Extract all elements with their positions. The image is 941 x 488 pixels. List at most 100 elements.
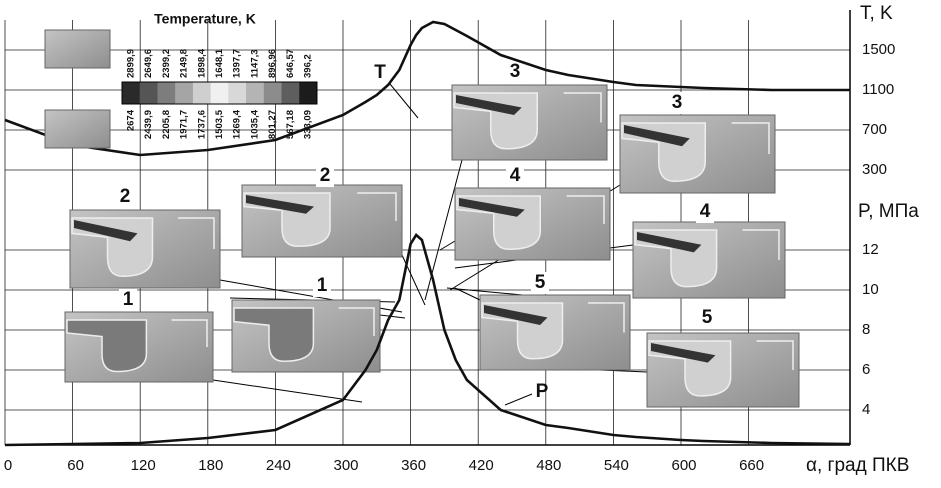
colorbar-label: 1269,4 <box>232 109 243 139</box>
colorbar-swatch <box>175 82 194 104</box>
x-tick-label: 0 <box>4 457 12 474</box>
colorbar-label: 2649,6 <box>143 49 154 78</box>
x-tick-label: 60 <box>67 457 84 474</box>
leader-line <box>401 254 426 306</box>
colorbar-label: 1737,6 <box>196 110 207 139</box>
x-tick-label: 300 <box>333 457 358 474</box>
colorbar-label: 646,57 <box>285 49 296 78</box>
leader-line <box>454 287 481 301</box>
x-tick-label: 480 <box>536 457 561 474</box>
line-series <box>4 20 850 157</box>
inset-label: 4 <box>700 201 711 222</box>
y-tick-label: 700 <box>862 121 887 138</box>
inset-spray <box>246 195 314 214</box>
y2-tick-label: 6 <box>862 361 870 378</box>
colorbar-label: 396,2 <box>303 54 314 78</box>
x-tick-label: 600 <box>671 457 696 474</box>
y-tick-label: 300 <box>862 161 887 178</box>
y-tick-label: 1500 <box>862 41 895 58</box>
inset-label-bg <box>119 289 137 311</box>
inset-label: 5 <box>535 272 546 293</box>
y2-tick-label: 8 <box>862 321 870 338</box>
y2-axis-label: P, МПа <box>858 201 919 222</box>
colorbar-swatch <box>210 82 229 104</box>
colorbar-swatch <box>139 82 158 104</box>
inset-wall <box>731 122 770 154</box>
inset-wall <box>338 307 375 336</box>
x-tick-label: 540 <box>604 457 629 474</box>
colorbar-label: 1971,7 <box>179 110 190 139</box>
inset-spray <box>456 95 522 115</box>
inset-label: 3 <box>510 61 521 82</box>
legend-image <box>44 109 111 149</box>
inset-wall <box>588 302 625 333</box>
colorbar-frame <box>121 81 318 105</box>
leader-line <box>212 379 363 403</box>
inset-wall <box>756 340 794 370</box>
inset-chamber <box>233 307 315 362</box>
inset-label-bg <box>531 272 549 294</box>
x-axis-label: α, град ПКВ <box>806 455 909 476</box>
colorbar-label: 333,09 <box>303 110 314 139</box>
colorbar-swatch <box>122 82 141 104</box>
y-tick-label: 1100 <box>862 81 894 98</box>
inset-label: 1 <box>317 275 328 296</box>
y2-tick-label: 12 <box>862 241 879 258</box>
colorbar-label: 2205,8 <box>161 110 172 139</box>
inset-wall <box>742 229 780 260</box>
inset-spray <box>484 305 548 325</box>
inset-label-bg <box>116 186 134 208</box>
series-label: P <box>536 381 549 402</box>
inset-label: 3 <box>672 92 683 113</box>
inset-spray <box>74 220 138 242</box>
x-tick-label: 420 <box>469 457 494 474</box>
colorbar-label: 2399,2 <box>161 49 172 78</box>
inset-label: 5 <box>702 307 713 328</box>
colorbar-swatch <box>246 82 265 104</box>
colorbar-swatch <box>228 82 247 104</box>
leader-line <box>379 314 406 319</box>
colorbar-label: 1035,4 <box>249 109 260 139</box>
inset-wall <box>563 92 602 123</box>
inset-label-bg <box>668 92 686 114</box>
inset-label: 4 <box>510 165 521 186</box>
inset-wall <box>566 195 605 224</box>
colorbar-label: 567,18 <box>285 110 296 139</box>
series-label: T <box>374 62 386 83</box>
inset-label-bg <box>316 165 334 187</box>
x-tick-label: 180 <box>198 457 223 474</box>
y2-tick-label: 10 <box>862 281 879 298</box>
inset-label-bg <box>698 307 716 329</box>
annotation-line <box>389 83 419 119</box>
colorbar-label: 2439,9 <box>143 110 154 139</box>
colorbar-label: 1648,1 <box>214 48 225 78</box>
legend-image <box>44 29 111 69</box>
inset-wall <box>171 319 208 347</box>
y-axis-label: T, K <box>860 3 893 24</box>
colorbar-label: 1147,3 <box>249 49 260 78</box>
inset-spray <box>651 343 716 363</box>
inset-wall <box>178 217 215 249</box>
inset-label: 2 <box>120 186 131 207</box>
colorbar-label: 2899,9 <box>125 49 136 78</box>
inset-wall <box>357 192 397 221</box>
colorbar-label: 1397,7 <box>232 49 243 78</box>
colorbar-swatch <box>263 82 283 104</box>
x-tick-label: 360 <box>401 457 426 474</box>
inset-chamber <box>66 319 148 373</box>
colorbar-label: 1898,4 <box>196 48 207 78</box>
inset-label-bg <box>313 275 331 297</box>
inset-label-bg <box>696 201 714 223</box>
annotation-line <box>504 393 533 406</box>
colorbar-swatch <box>192 82 212 104</box>
y2-tick-label: 4 <box>862 401 870 418</box>
inset-spray <box>459 198 525 217</box>
colorbar-label: 896,96 <box>267 49 278 78</box>
inset-spray <box>624 125 690 147</box>
colorbar-label: 801,27 <box>267 110 278 139</box>
colorbar-label: 2674 <box>125 109 136 131</box>
colorbar-label: 2149,8 <box>179 49 190 78</box>
x-tick-label: 660 <box>739 457 764 474</box>
colorbar-swatch <box>281 82 300 104</box>
colorbar-label: 1503,5 <box>214 109 225 139</box>
